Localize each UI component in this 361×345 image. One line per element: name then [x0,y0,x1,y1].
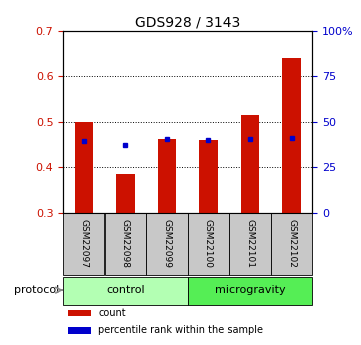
FancyBboxPatch shape [64,277,187,305]
Bar [199,140,218,213]
Bar [282,58,301,213]
Text: GSM22101: GSM22101 [245,219,255,268]
FancyBboxPatch shape [271,213,312,275]
Text: microgravity: microgravity [215,285,285,295]
Bar [68,310,91,316]
Text: control: control [106,285,145,295]
Bar [75,122,93,213]
Text: percentile rank within the sample: percentile rank within the sample [98,325,263,335]
FancyBboxPatch shape [230,213,270,275]
Text: GSM22102: GSM22102 [287,219,296,268]
FancyBboxPatch shape [188,213,229,275]
Bar [158,139,176,213]
Text: protocol: protocol [14,285,59,295]
Text: GSM22099: GSM22099 [162,219,171,268]
Text: count: count [98,308,126,318]
FancyBboxPatch shape [64,213,104,275]
Bar [116,174,135,213]
Title: GDS928 / 3143: GDS928 / 3143 [135,16,240,30]
FancyBboxPatch shape [147,213,187,275]
Text: GSM22098: GSM22098 [121,219,130,268]
Text: GSM22100: GSM22100 [204,219,213,268]
FancyBboxPatch shape [188,277,312,305]
Text: GSM22097: GSM22097 [79,219,88,268]
Bar [241,115,259,213]
FancyBboxPatch shape [105,213,146,275]
Bar [68,327,91,334]
